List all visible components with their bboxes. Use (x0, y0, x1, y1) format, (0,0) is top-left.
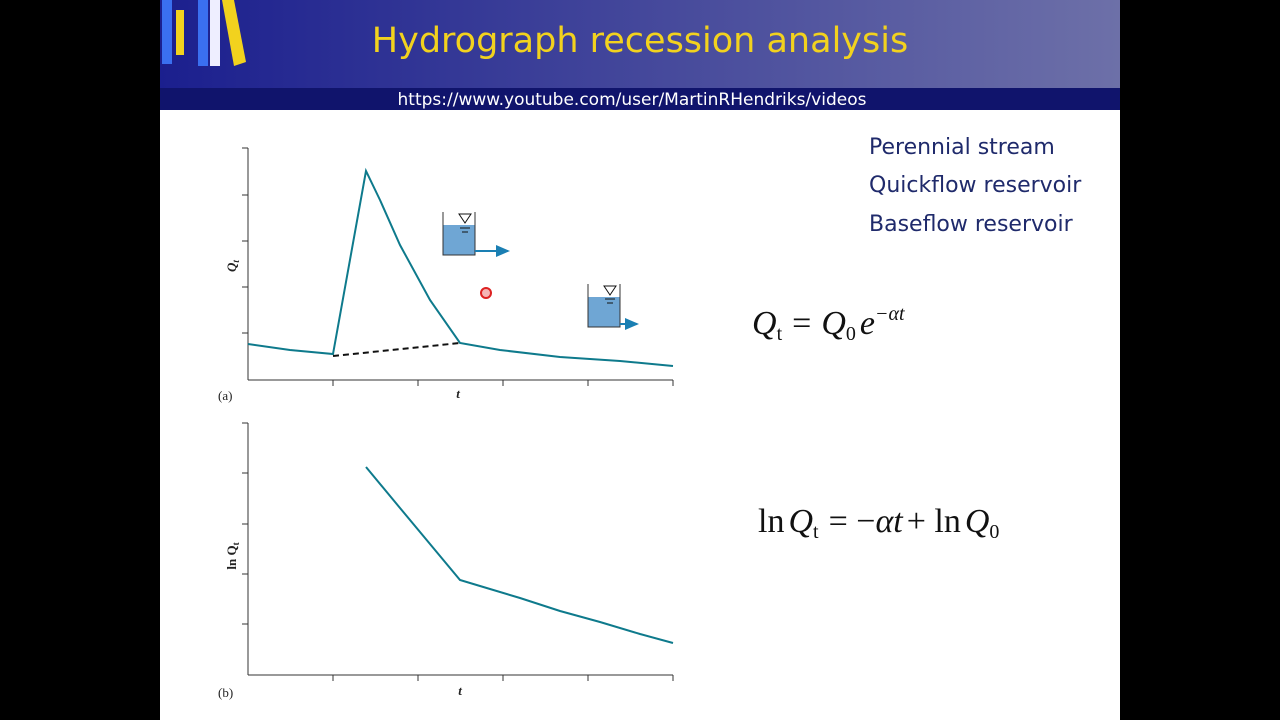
url-bar (160, 88, 1120, 110)
bullet: Quickflow reservoir (869, 173, 1082, 198)
eq-part: = − (829, 503, 876, 540)
eq-part: Q (821, 305, 846, 342)
eq-part: + ln (907, 503, 961, 540)
eq-part: ln (758, 503, 784, 540)
eq-part: 0 (846, 323, 856, 345)
url: https://www.youtube.com/user/MartinRHend… (398, 90, 867, 110)
baseflow-icon (587, 284, 639, 330)
header-band (160, 0, 1120, 88)
logo (162, 0, 246, 66)
panel-a (242, 147, 674, 386)
equation: ln Qt = −αt + ln Q0 (758, 503, 999, 543)
y-label-main: ln Q (224, 545, 239, 569)
eq-part: Q (788, 503, 813, 540)
cursor (480, 287, 492, 299)
panel-label: (b) (218, 685, 233, 700)
eq-part: t (813, 521, 819, 543)
y-label: Qt (224, 260, 241, 272)
eq-part: −αt (875, 303, 905, 325)
eq-part: e (860, 305, 875, 342)
panel-b (242, 422, 674, 681)
y-label-sub: t (231, 542, 241, 545)
eq-part: αt (875, 503, 904, 540)
y-label-sub: t (231, 260, 241, 263)
panel-label: (a) (218, 388, 232, 403)
bullet: Baseflow reservoir (869, 212, 1074, 237)
bullet-list: Perennial stream Quickflow reservoir Bas… (869, 135, 1082, 237)
eq-part: t (777, 323, 783, 345)
eq-part: = (792, 305, 811, 342)
slide (160, 0, 1120, 720)
bullet: Perennial stream (869, 135, 1055, 160)
equation: Qt = Q0 e−αt (752, 303, 905, 345)
x-label: t (456, 386, 460, 401)
x-label: t (458, 683, 462, 698)
title: Hydrograph recession analysis (372, 21, 908, 61)
y-label: ln Qt (224, 542, 241, 569)
y-label-main: Q (224, 262, 239, 272)
eq-part: 0 (989, 521, 999, 543)
eq-part: Q (965, 503, 990, 540)
quickflow-icon (442, 212, 510, 257)
eq-part: Q (752, 305, 777, 342)
